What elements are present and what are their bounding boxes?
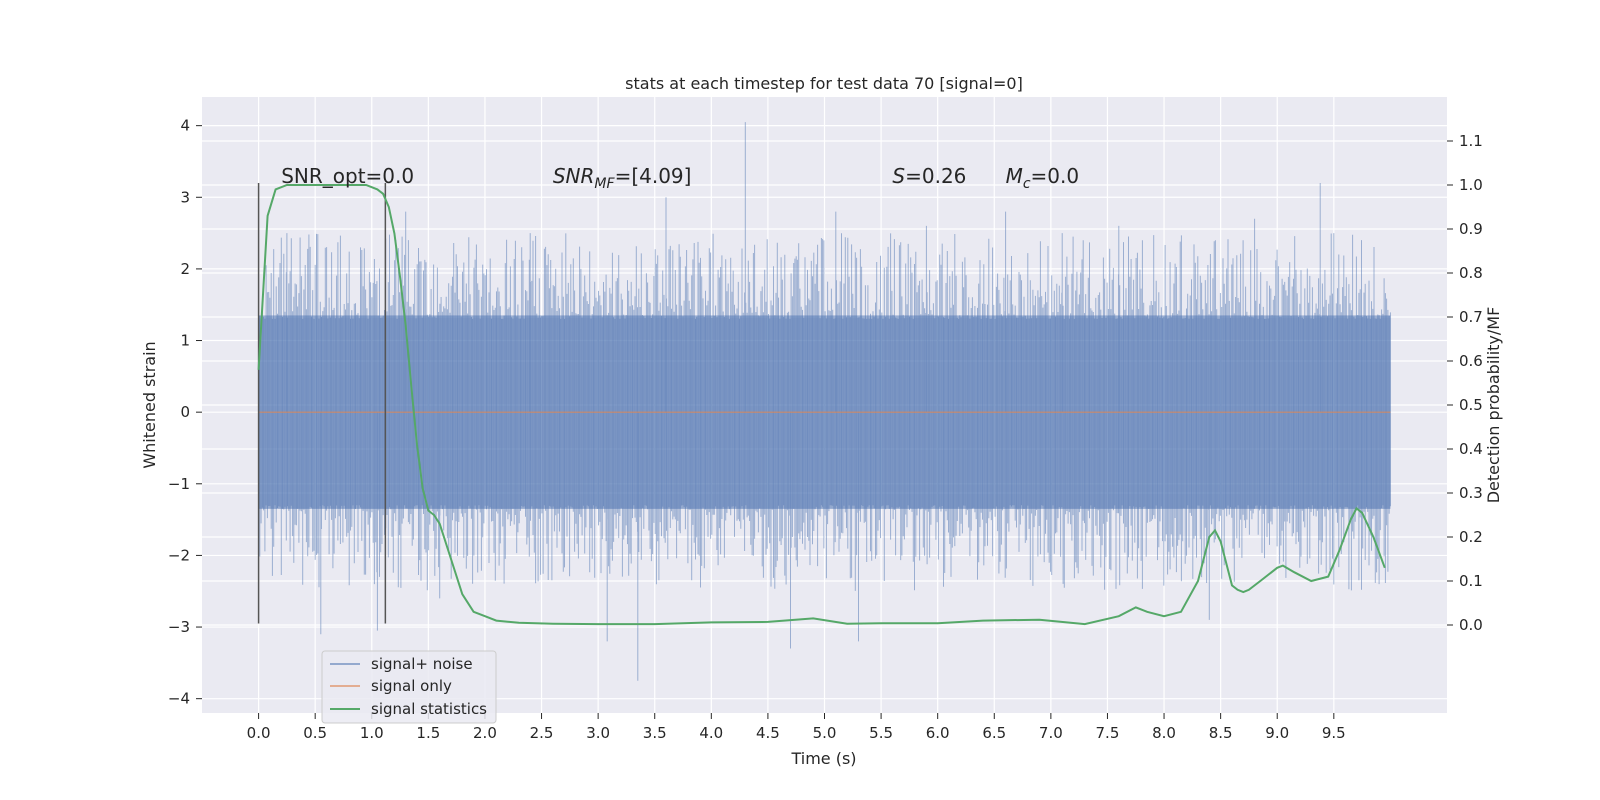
y-tick-label: −1	[168, 475, 190, 493]
x-tick-label: 3.0	[586, 724, 610, 742]
y-tick-label: 4	[180, 117, 190, 135]
x-tick-label: 8.0	[1152, 724, 1176, 742]
x-tick-label: 2.5	[530, 724, 554, 742]
annotation-0: SNR_opt=0.0	[281, 164, 414, 188]
right-y-tick-label: 0.5	[1459, 396, 1483, 414]
x-tick-label: 5.5	[869, 724, 893, 742]
x-axis-label: Time (s)	[790, 749, 856, 768]
right-y-tick-label: 0.2	[1459, 528, 1483, 546]
x-tick-label: 4.5	[756, 724, 780, 742]
x-tick-label: 6.0	[926, 724, 950, 742]
legend-box	[321, 650, 497, 724]
right-y-tick-label: 0.0	[1459, 616, 1483, 634]
x-tick-label: 9.0	[1265, 724, 1289, 742]
x-tick-label: 0.5	[303, 724, 327, 742]
legend-label-signal-statistics: signal statistics	[371, 700, 487, 718]
x-tick-label: 0.0	[247, 724, 271, 742]
y-tick-label: 2	[180, 260, 190, 278]
y-ticks: −4 −3 −2 −1 0 1 2 3 4	[168, 117, 202, 708]
right-y-tick-label: 0.6	[1459, 352, 1483, 370]
series-signal-statistics	[257, 184, 1386, 626]
right-y-tick-label: 0.3	[1459, 484, 1483, 502]
x-tick-label: 4.0	[699, 724, 723, 742]
right-y-tick-label: 1.1	[1459, 132, 1483, 150]
right-y-tick-label: 0.1	[1459, 572, 1483, 590]
x-tick-label: 2.0	[473, 724, 497, 742]
y-tick-label: −4	[168, 690, 190, 708]
x-tick-label: 7.0	[1039, 724, 1063, 742]
annotation-3: Mc=0.0	[1006, 164, 1080, 192]
right-y-tick-label: 1.0	[1459, 176, 1483, 194]
y-tick-label: 3	[180, 188, 190, 206]
y-axis-label: Whitened strain	[140, 341, 159, 468]
right-y-tick-label: 0.9	[1459, 220, 1483, 238]
signal-statistics-line	[257, 184, 1386, 626]
x-tick-label: 3.5	[643, 724, 667, 742]
right-y-ticks: 0.0 0.1 0.2 0.3 0.4 0.5 0.6 0.7 0.8 0.9 1.0 1.1	[1447, 132, 1483, 634]
x-tick-label: 1.5	[416, 724, 440, 742]
x-tick-label: 7.5	[1096, 724, 1120, 742]
right-y-tick-label: 0.8	[1459, 264, 1483, 282]
right-y-axis-label: Detection probability/MF	[1484, 307, 1503, 504]
x-tick-label: 9.5	[1322, 724, 1346, 742]
y-tick-label: 1	[180, 332, 190, 350]
annotation-2: S=0.26	[892, 164, 966, 188]
x-tick-label: 6.5	[982, 724, 1006, 742]
annotation-1: SNRMF=[4.09]	[553, 164, 692, 192]
x-tick-label: 1.0	[360, 724, 384, 742]
right-y-tick-label: 0.4	[1459, 440, 1483, 458]
legend: signal+ noise signal only signal statist…	[321, 650, 497, 724]
vertical-markers	[257, 182, 387, 624]
y-tick-label: 0	[180, 403, 190, 421]
right-y-tick-label: 0.7	[1459, 308, 1483, 326]
y-tick-label: −2	[168, 546, 190, 564]
y-tick-label: −3	[168, 618, 190, 636]
legend-label-signal-plus-noise: signal+ noise	[371, 655, 473, 673]
x-ticks: 0.0 0.5 1.0 1.5 2.0 2.5 3.0 3.5 4.0 4.5 5.0 5.5 6.0 6…	[247, 713, 1346, 742]
x-tick-label: 5.0	[813, 724, 837, 742]
legend-label-signal-only: signal only	[371, 677, 452, 695]
chart-title: stats at each timestep for test data 70 …	[625, 74, 1023, 93]
x-tick-label: 8.5	[1209, 724, 1233, 742]
annotations: SNR_opt=0.0 SNRMF=[4.09] S=0.26 Mc=0.0	[281, 164, 1079, 192]
